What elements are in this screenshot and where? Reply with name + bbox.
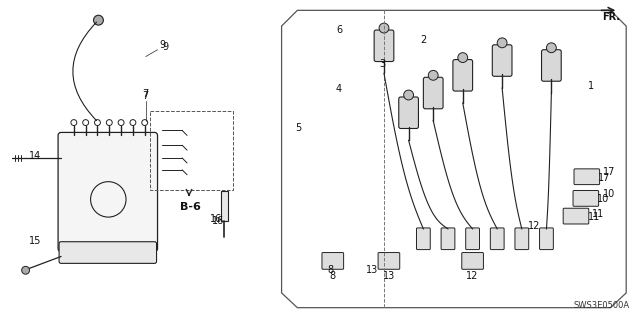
Text: 7: 7 [143,89,149,99]
FancyBboxPatch shape [573,190,598,206]
Text: 1: 1 [588,81,594,91]
Text: SWS3E0500A: SWS3E0500A [573,301,629,310]
Circle shape [458,53,468,63]
FancyBboxPatch shape [453,60,472,91]
Text: 16: 16 [209,214,221,224]
Text: 17: 17 [598,173,611,183]
Text: 10: 10 [604,189,616,199]
Text: 14: 14 [29,151,42,161]
FancyBboxPatch shape [574,169,600,185]
Text: 17: 17 [604,167,616,177]
Text: FR.: FR. [603,12,621,22]
Text: 6: 6 [337,25,343,35]
FancyBboxPatch shape [399,97,419,129]
Text: 13: 13 [366,265,378,275]
FancyBboxPatch shape [441,228,455,249]
FancyBboxPatch shape [424,77,443,109]
Text: 10: 10 [597,194,610,204]
FancyBboxPatch shape [541,50,561,81]
FancyBboxPatch shape [492,45,512,76]
Text: 7: 7 [143,91,149,101]
FancyBboxPatch shape [59,242,157,263]
Bar [150,111,234,189]
FancyBboxPatch shape [374,30,394,62]
FancyBboxPatch shape [540,228,554,249]
FancyBboxPatch shape [466,228,479,249]
Text: 9: 9 [163,42,168,52]
FancyBboxPatch shape [490,228,504,249]
Text: 5: 5 [295,123,301,133]
Text: 15: 15 [29,236,42,246]
FancyBboxPatch shape [378,253,400,269]
Text: 2: 2 [420,35,426,45]
Text: B-6: B-6 [180,202,200,212]
Text: 11: 11 [588,212,600,222]
Circle shape [428,70,438,80]
Text: 13: 13 [383,271,395,281]
Bar [221,191,228,221]
Text: 12: 12 [467,271,479,281]
FancyBboxPatch shape [462,253,483,269]
Text: 12: 12 [529,221,541,231]
FancyBboxPatch shape [58,132,157,252]
Circle shape [497,38,507,48]
Circle shape [22,266,29,274]
FancyBboxPatch shape [563,208,589,224]
Text: 11: 11 [591,209,604,219]
Text: 16: 16 [212,216,225,226]
Text: 9: 9 [159,40,166,50]
FancyBboxPatch shape [515,228,529,249]
Circle shape [379,23,389,33]
Circle shape [404,90,413,100]
Circle shape [547,43,556,53]
Text: 4: 4 [335,84,342,94]
Text: 8: 8 [330,271,336,281]
Text: 3: 3 [379,59,385,70]
Circle shape [93,15,104,25]
FancyBboxPatch shape [322,253,344,269]
FancyBboxPatch shape [417,228,430,249]
Text: 8: 8 [328,265,334,275]
